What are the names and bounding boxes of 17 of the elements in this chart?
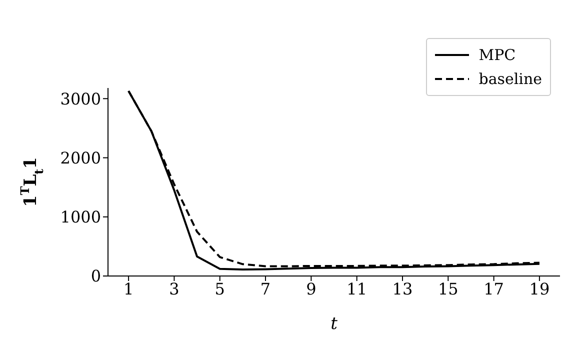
x-tick-label: 9 — [306, 279, 316, 298]
x-tick-label: 1 — [123, 279, 134, 298]
x-tick-label: 3 — [169, 279, 180, 298]
x-tick-label: 17 — [484, 279, 504, 298]
x-tick-label: 13 — [392, 279, 413, 298]
y-tick-label: 1000 — [60, 208, 101, 227]
y-tick-label: 0 — [90, 266, 101, 286]
x-tick-label: 7 — [260, 279, 271, 298]
y-tick-label: 3000 — [60, 89, 101, 108]
legend-label: MPC — [478, 45, 516, 66]
y-tick-label: 2000 — [60, 148, 101, 168]
x-tick-label: 11 — [346, 279, 368, 298]
x-axis-title: t — [330, 314, 338, 334]
x-tick-label: 15 — [438, 279, 458, 298]
legend-label: baseline — [478, 69, 542, 90]
x-tick-label: 5 — [214, 279, 225, 298]
x-tick-label: 19 — [529, 279, 550, 298]
